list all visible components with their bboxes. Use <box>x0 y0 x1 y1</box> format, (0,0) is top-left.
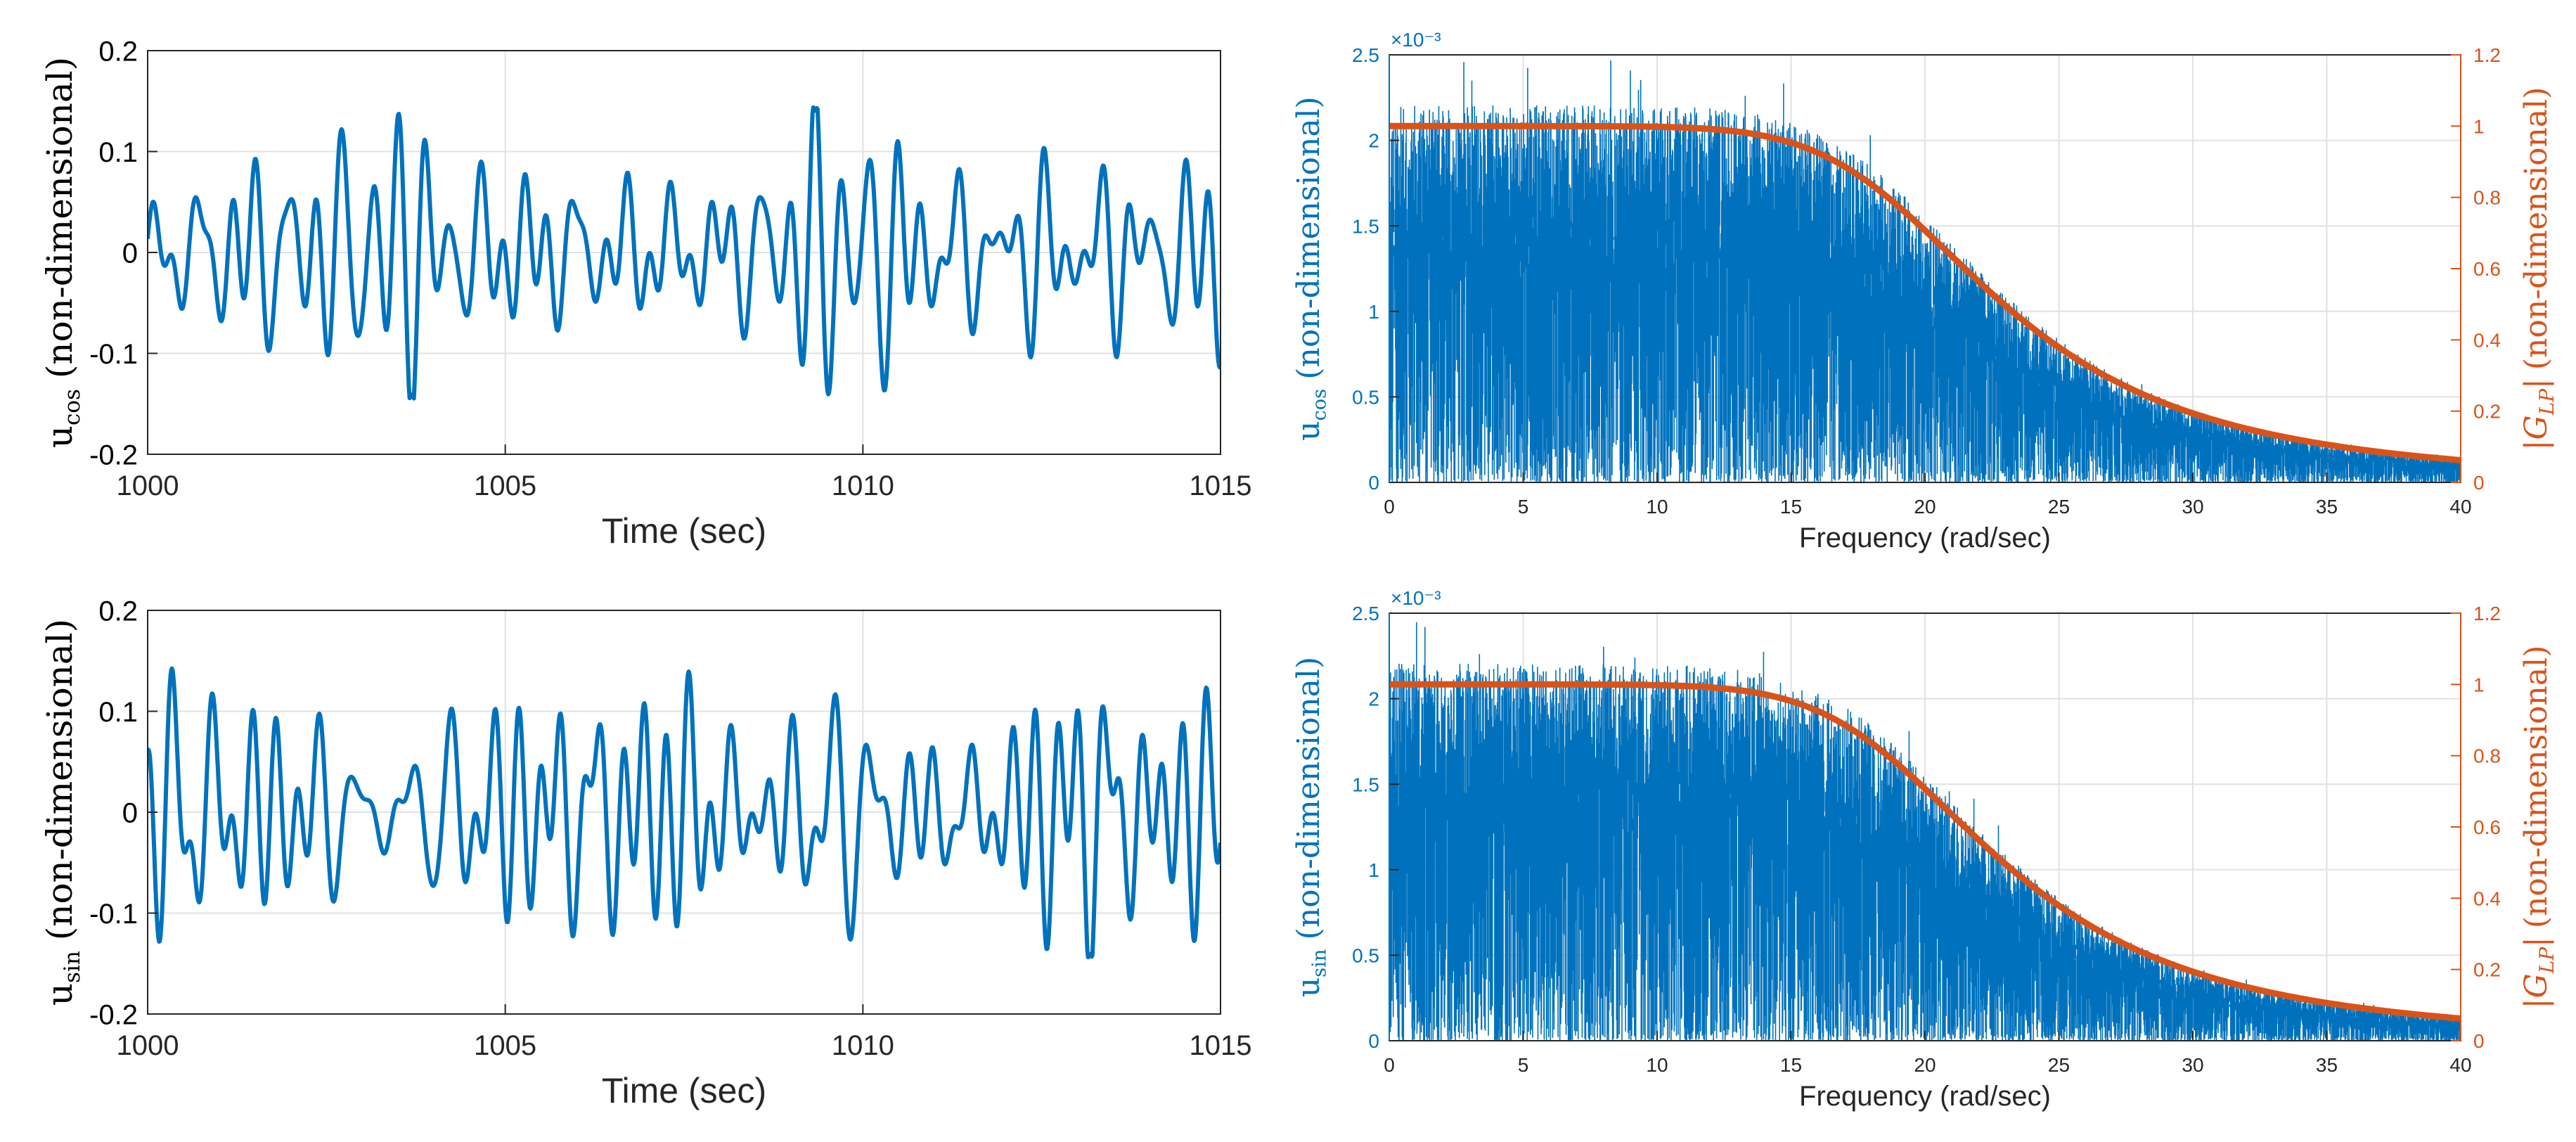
series-group <box>148 105 1221 401</box>
x-tick-label: 5 <box>1518 1054 1529 1076</box>
y-right-axis-label: |GLP|(non-dimensional) <box>2518 87 2558 451</box>
chart-ucos-time: 1000 1005 1010 1015 -0.2 -0.1 0 0.1 0.2 Time (sec… <box>39 36 1251 551</box>
y-tick-label: 1.5 <box>1352 774 1379 795</box>
y-right-tick-label: 0.8 <box>2473 745 2501 767</box>
y-tick-label: 0 <box>122 238 138 269</box>
series-spectrum <box>1389 622 2461 1041</box>
x-tick-label: 25 <box>2048 1054 2070 1076</box>
y-tick-label: -0.1 <box>89 339 138 370</box>
y-right-tick-label: 0.6 <box>2473 258 2501 280</box>
y-tick-label: -0.1 <box>89 899 138 930</box>
y-right-axis-label: |GLP|(non-dimensional) <box>2518 646 2558 1009</box>
x-tick-label: 15 <box>1780 1054 1802 1076</box>
y-tick-label: 0 <box>1368 1030 1379 1052</box>
y-tick-label: 2.5 <box>1352 44 1379 66</box>
series-u_sin <box>148 666 1221 960</box>
x-tick-label: 30 <box>2182 496 2203 518</box>
chart-usin-time: 1000 1005 1010 1015 -0.2 -0.1 0 0.1 0.2 Time (sec… <box>39 596 1251 1110</box>
y-axis-label: usin(non-dimensional) <box>1291 657 1331 997</box>
y-tick-label: 0 <box>122 797 138 828</box>
x-axis-label: Time (sec) <box>602 511 766 551</box>
x-tick-label: 40 <box>2449 496 2471 518</box>
x-tick-label: 20 <box>1914 1054 1936 1076</box>
x-tick-label: 10 <box>1646 1054 1668 1076</box>
y-right-tick-label: 0.8 <box>2473 187 2501 209</box>
series-group <box>1389 60 2461 482</box>
x-tick-label: 1015 <box>1190 1030 1252 1061</box>
x-tick-label: 1010 <box>832 1030 894 1061</box>
y-tick-label: -0.2 <box>89 440 138 470</box>
x-tick-label: 1000 <box>117 1030 179 1061</box>
series-lowpass-gain <box>1389 122 2461 463</box>
series-spectrum <box>1389 60 2461 482</box>
y-right-tick-label: 0 <box>2473 472 2485 494</box>
x-tick-label: 1005 <box>474 1030 536 1061</box>
y-tick-label: 0.1 <box>98 697 138 728</box>
y-exponent-label: ×10⁻³ <box>1391 587 1441 609</box>
y-right-tick-label: 0.2 <box>2473 401 2501 423</box>
x-tick-label: 1010 <box>832 470 894 501</box>
y-right-tick-label: 1 <box>2473 674 2485 695</box>
y-right-tick-label: 0 <box>2473 1030 2485 1052</box>
x-axis-label: Time (sec) <box>602 1071 766 1110</box>
x-tick-label: 1000 <box>117 470 179 501</box>
x-tick-label: 35 <box>2316 496 2338 518</box>
x-axis-label: Frequency (rad/sec) <box>1799 1081 2051 1112</box>
y-right-tick-label: 0.6 <box>2473 816 2501 838</box>
y-right-tick-label: 1.2 <box>2473 44 2501 66</box>
y-tick-label: 2.5 <box>1352 603 1379 624</box>
y-right-tick-label: 0.2 <box>2473 959 2501 981</box>
x-tick-label: 1015 <box>1190 470 1252 501</box>
y-tick-label: 0.2 <box>98 36 138 67</box>
y-tick-label: 0 <box>1368 472 1379 494</box>
series-group <box>148 666 1221 960</box>
y-tick-label: 2 <box>1368 130 1379 152</box>
y-tick-label: 1.5 <box>1352 215 1379 237</box>
series-u_cos <box>148 105 1221 401</box>
y-tick-label: 0.5 <box>1352 386 1379 408</box>
x-axis-label: Frequency (rad/sec) <box>1799 522 2051 553</box>
y-tick-label: 0.5 <box>1352 944 1379 966</box>
y-axis-label: ucos(non-dimensional) <box>39 57 85 449</box>
y-axis-label: ucos(non-dimensional) <box>1291 96 1331 441</box>
y-tick-label: -0.2 <box>89 999 138 1030</box>
y-right-tick-label: 0.4 <box>2473 329 2501 351</box>
x-tick-label: 30 <box>2182 1054 2203 1076</box>
x-tick-label: 5 <box>1518 496 1529 518</box>
y-right-tick-label: 1 <box>2473 115 2485 137</box>
y-axis-label: usin(non-dimensional) <box>39 619 85 1006</box>
series-group <box>1389 622 2461 1041</box>
y-tick-label: 2 <box>1368 688 1379 710</box>
y-tick-label: 1 <box>1368 301 1379 323</box>
x-tick-label: 40 <box>2449 1054 2471 1076</box>
y-right-tick-label: 0.4 <box>2473 887 2501 909</box>
x-tick-label: 15 <box>1780 496 1802 518</box>
y-right-tick-label: 1.2 <box>2473 603 2501 624</box>
x-tick-label: 35 <box>2316 1054 2338 1076</box>
y-tick-label: 0.2 <box>98 596 138 627</box>
x-tick-label: 0 <box>1384 496 1395 518</box>
y-tick-label: 0.1 <box>98 137 138 168</box>
series-lowpass-gain <box>1389 681 2461 1022</box>
x-tick-label: 1005 <box>474 470 536 501</box>
y-tick-label: 1 <box>1368 859 1379 881</box>
y-exponent-label: ×10⁻³ <box>1391 29 1441 51</box>
x-tick-label: 10 <box>1646 496 1668 518</box>
x-tick-label: 20 <box>1914 496 1936 518</box>
x-tick-label: 0 <box>1384 1054 1395 1076</box>
x-tick-label: 25 <box>2048 496 2070 518</box>
